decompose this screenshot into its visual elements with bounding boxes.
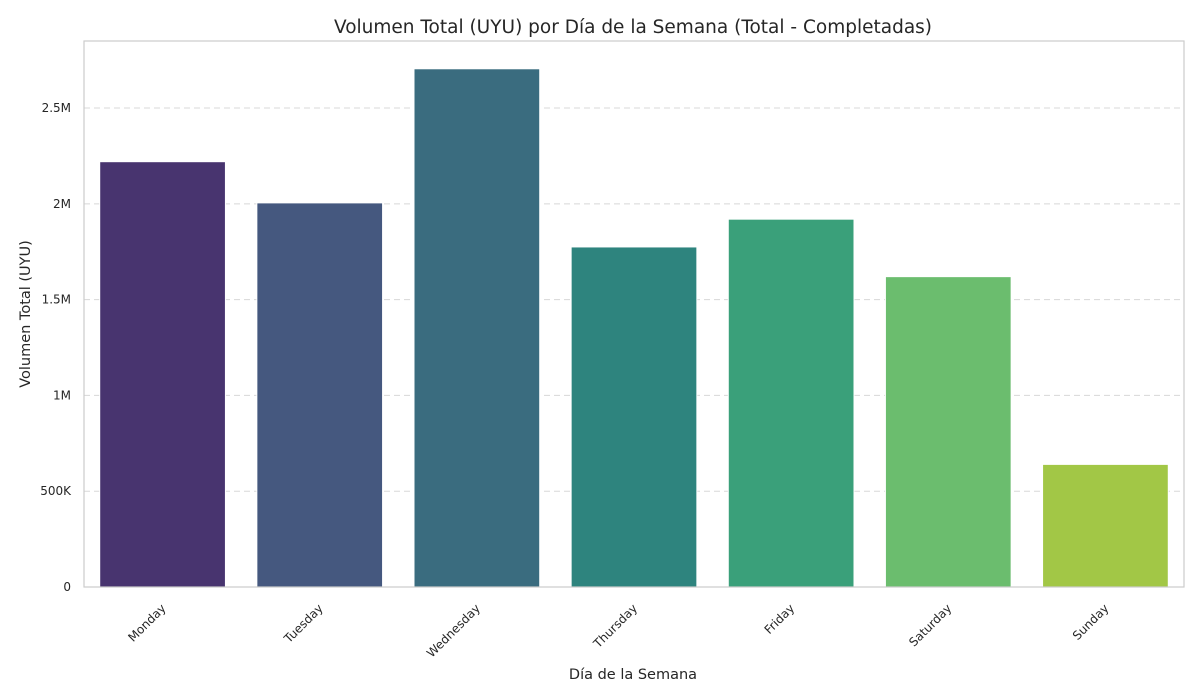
x-tick-label: Wednesday [424,601,483,660]
y-tick-label: 2.5M [42,101,71,115]
x-tick-label: Saturday [906,601,954,649]
bar-tuesday [256,202,384,588]
bar-sunday [1042,463,1169,588]
bar-thursday [570,246,698,588]
x-tick-label: Thursday [590,601,640,651]
bar-wednesday [413,68,541,588]
x-tick-label: Sunday [1070,601,1112,643]
plot-frame [83,40,1185,588]
y-axis-label: Volumen Total (UYU) [18,240,34,388]
x-tick-label: Tuesday [281,601,326,646]
y-tick-label: 500K [40,484,72,498]
chart-title: Volumen Total (UYU) por Día de la Semana… [334,17,932,38]
y-axis-ticks: 0 500K 1M 1.5M 2M 2.5M [40,101,72,594]
x-axis-ticks: Monday Tuesday Wednesday Thursday Friday Satu… [125,601,1111,660]
x-axis-label: Día de la Semana [569,667,697,683]
y-tick-label: 1M [53,388,71,402]
y-tick-label: 2M [53,197,71,211]
bar-friday [727,218,855,588]
y-tick-label: 1.5M [42,293,71,307]
x-tick-label: Monday [125,601,168,644]
bar-monday [99,161,226,588]
bars [99,68,1169,588]
y-tick-label: 0 [63,580,71,594]
bar-saturday [884,276,1012,588]
x-tick-label: Friday [762,601,798,637]
